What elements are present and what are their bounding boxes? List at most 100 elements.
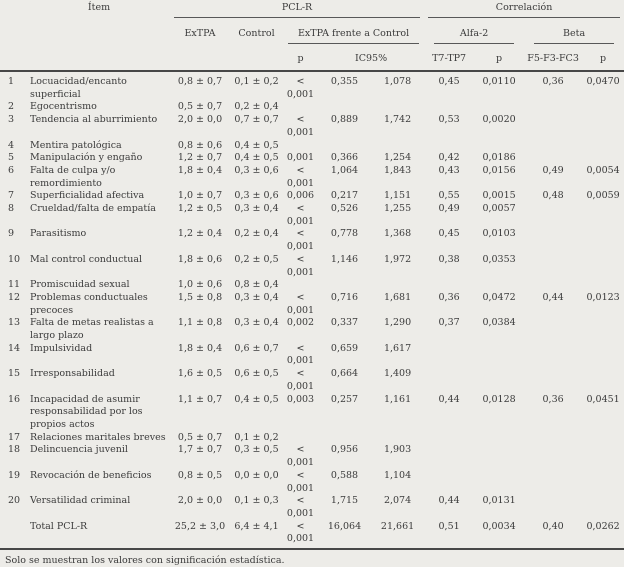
cell-f5: 0,36 [542, 76, 564, 87]
cell-p-beta [582, 343, 624, 368]
cell-control: 0,7 ± 0,7 [234, 114, 279, 126]
cell-num: 11 [8, 279, 21, 291]
cell-p [283, 140, 318, 153]
cell-num: 4 [8, 139, 15, 151]
cell-item: Egocentrismo [30, 101, 97, 113]
header-row-subgroups: ExTPA Control ExTPA frente a Control Alf… [0, 20, 624, 44]
cell-ic-low: 0,664 [330, 368, 359, 380]
cell-ic-low: 0,257 [330, 393, 359, 405]
cell-p-alfa: 0,0015 [482, 190, 516, 202]
cell-num: 20 [8, 495, 21, 507]
cell-p: 0,003 [286, 393, 315, 405]
cell-extpa: 1,1 ± 0,7 [177, 393, 223, 405]
cell-extpa: 1,8 ± 0,4 [177, 164, 223, 176]
cell-num: 8 [8, 203, 15, 215]
cell-extpa: 1,0 ± 0,6 [177, 279, 223, 291]
cell-control: 0,1 ± 0,3 [234, 495, 279, 507]
table-row: 16 Incapacidad de asumir responsabilidad … [0, 394, 624, 432]
cell-ic-low [318, 279, 371, 292]
cell-ic-high: 1,972 [383, 253, 412, 265]
cell-control: 0,0 ± 0,0 [234, 469, 279, 481]
cell-num: 12 [8, 291, 21, 303]
table-row: 1 Locuacidad/encanto superficial 0,8 ± 0,7… [0, 71, 624, 101]
cell-extpa: 1,2 ± 0,4 [177, 228, 223, 240]
cell-p-alfa [474, 140, 524, 153]
cell-control: 0,2 ± 0,5 [234, 253, 279, 265]
table-row: 6 Falta de culpa y/o remordimiento 1,8 ± 0… [0, 165, 624, 190]
cell-f5 [524, 101, 582, 114]
cell-extpa: 0,8 ± 0,7 [177, 76, 223, 87]
cell-ic-high: 2,074 [383, 495, 412, 507]
cell-t7: 0,49 [438, 203, 460, 215]
cell-p-alfa: 0,0472 [482, 291, 516, 303]
cell-item: Total PCL-R [28, 520, 171, 551]
cell-extpa: 1,8 ± 0,6 [177, 253, 223, 265]
cell-p: < 0,001 [286, 114, 315, 138]
cell-ic-high [371, 432, 424, 445]
group-header-beta: Beta [524, 20, 624, 44]
cell-num: 10 [8, 253, 21, 265]
cell-p-beta [582, 317, 624, 342]
cell-t7: 0,37 [438, 317, 460, 329]
table-header: Ítem PCL-R Correlación ExTPA Control ExT… [0, 0, 624, 72]
cell-p-beta [582, 203, 624, 228]
table-row: 2 Egocentrismo 0,5 ± 0,7 0,2 ± 0,4 [0, 101, 624, 114]
cell-ic-high: 1,368 [383, 228, 412, 240]
pcl-r-results-table: Ítem PCL-R Correlación ExTPA Control ExT… [0, 0, 624, 551]
cell-control: 0,8 ± 0,4 [234, 279, 279, 291]
cell-item: Parasitismo [30, 228, 87, 240]
cell-t7: 0,43 [438, 164, 460, 176]
cell-ic-high [371, 101, 424, 114]
cell-p-beta [582, 101, 624, 114]
cell-num: 1 [8, 76, 15, 87]
cell-ic-low: 1,146 [330, 253, 359, 265]
cell-p-alfa [474, 444, 524, 469]
cell-ic-low: 0,659 [330, 342, 359, 354]
cell-p-beta: 0,0470 [586, 76, 620, 87]
cell-f5 [524, 343, 582, 368]
cell-p-beta [582, 140, 624, 153]
cell-f5 [524, 114, 582, 139]
cell-p-alfa: 0,0103 [482, 228, 516, 240]
cell-ic-high: 1,104 [383, 469, 412, 481]
cell-p-beta: 0,0123 [586, 291, 620, 303]
cell-p-alfa: 0,0186 [482, 152, 516, 164]
cell-num: 9 [8, 228, 15, 240]
header-row-groups: Ítem PCL-R Correlación [0, 0, 624, 20]
cell-p-alfa: 0,0057 [482, 203, 516, 215]
cell-p: < 0,001 [286, 495, 315, 519]
cell-item: Crueldad/falta de empatía [30, 203, 156, 215]
cell-p: < 0,001 [286, 342, 315, 367]
table-row: 5 Manipulación y engaño 1,2 ± 0,7 0,4 ± 0,5… [0, 152, 624, 165]
cell-p-beta [582, 228, 624, 253]
cell-p-alfa: 0,0353 [482, 253, 516, 265]
cell-p [283, 101, 318, 114]
cell-item: Incapacidad de asumir responsabilidad po… [30, 393, 143, 430]
cell-ic-high: 1,161 [383, 393, 412, 405]
cell-f5 [524, 279, 582, 292]
table-row: 15 Irresponsabilidad 1,6 ± 0,5 0,6 ± 0,5 < 0… [0, 368, 624, 393]
group-header-correlacion: Correlación [424, 0, 624, 20]
cell-item: Promiscuidad sexual [30, 279, 130, 291]
cell-ic-high: 1,742 [383, 114, 412, 126]
cell-p-beta [582, 495, 624, 520]
cell-p-alfa: 0,0110 [482, 76, 516, 87]
cell-ic-high: 1,617 [383, 342, 412, 354]
cell-ic-high: 1,409 [383, 368, 412, 380]
cell-control: 6,4 ± 4,1 [230, 520, 284, 551]
header-row-columns: p IC95% T7-TP7 p F5-F3-FC3 p [0, 44, 624, 72]
cell-t7: 0,53 [438, 114, 460, 126]
column-header-extpa: ExTPA [184, 28, 216, 40]
cell-ic-high: 21,661 [371, 520, 425, 551]
column-header-p-beta: p [582, 44, 624, 72]
cell-t7 [424, 444, 474, 469]
table-row: 14 Impulsividad 1,8 ± 0,4 0,6 ± 0,7 < 0,001 0… [0, 343, 624, 368]
cell-extpa: 1,6 ± 0,5 [177, 368, 223, 380]
cell-f5: 0,40 [524, 520, 583, 551]
cell-control: 0,2 ± 0,4 [234, 228, 279, 240]
cell-t7: 0,51 [424, 520, 475, 551]
cell-control: 0,3 ± 0,4 [234, 203, 279, 215]
cell-num: 7 [8, 190, 15, 202]
cell-p-beta [582, 254, 624, 279]
cell-ic-high: 1,903 [383, 444, 412, 456]
